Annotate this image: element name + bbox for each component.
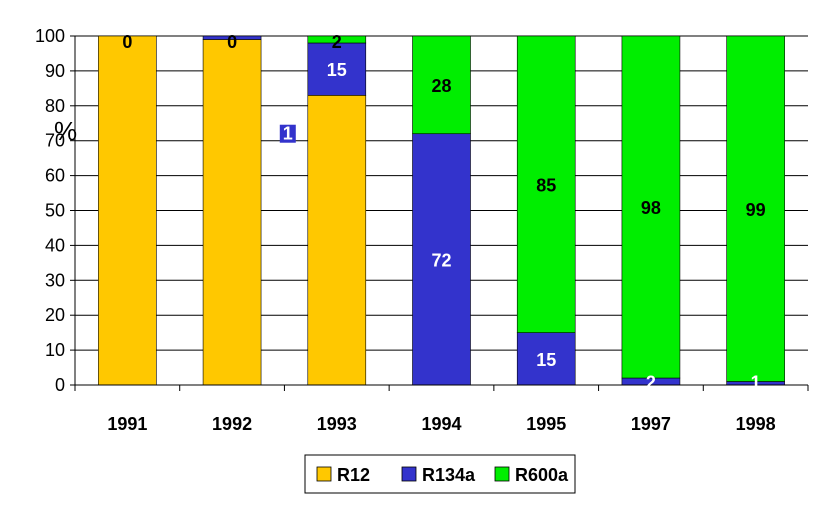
x-tick-label: 1993 [317,414,357,434]
x-tick-label: 1991 [107,414,147,434]
x-tick-label: 1992 [212,414,252,434]
bar-r12-1991 [98,35,157,386]
y-axis-label: % [54,116,77,146]
bar-r600a-1998 [726,35,785,382]
x-tick-label: 1994 [421,414,461,434]
y-tick-label: 40 [45,235,65,255]
data-label-r600a-1993: 2 [332,32,342,52]
bar-r134a-1995 [516,332,576,386]
x-tick-label: 1995 [526,414,566,434]
bars [98,35,785,386]
legend-box [304,454,576,494]
bar-r600a-1993 [307,35,367,44]
bar-r600a-1994 [412,35,471,135]
y-tick-label: 10 [45,340,65,360]
y-tick-label: 90 [45,61,65,81]
bar-r12-1992 [202,39,262,386]
annotation-box [279,124,296,143]
data-label-r600a-1995: 85 [536,175,556,195]
data-label-r600a-1997: 98 [641,198,661,218]
data-label-r600a-1994: 28 [431,76,451,96]
legend-swatch-r600a [494,466,510,482]
legend-label-r600a: R600a [515,465,569,485]
axes [70,35,809,391]
legend-swatch-r134a [401,466,417,482]
y-tick-label: 80 [45,96,65,116]
y-tick-label: 100 [35,26,65,46]
y-tick-label: 30 [45,270,65,290]
y-tick-labels: 0 10 20 30 40 50 60 70 80 90 100 [35,26,65,395]
y-tick-label: 70 [45,131,65,151]
x-tick-label: 1998 [736,414,776,434]
data-label-r600a-1998: 99 [746,200,766,220]
bar-r134a-1994 [412,133,471,386]
legend-swatch-r12 [316,466,332,482]
data-labels: 0 0 15 2 72 28 15 85 2 98 1 99 1 [122,32,765,392]
data-label-r134a-1995: 15 [536,350,556,370]
data-label-r134a-1998: 1 [751,373,761,393]
legend: R12 R134a R600a [304,454,576,494]
bar-r134a-1993 [307,42,367,96]
data-label-r134a-1994: 72 [431,250,451,270]
data-label-r134a-1992: 0 [227,32,237,52]
legend-label-r12: R12 [337,465,370,485]
legend-label-r134a: R134a [422,465,476,485]
data-label-r134a-1997: 2 [646,373,656,393]
bar-r600a-1997 [621,35,681,379]
data-label-r134a-1991: 0 [122,32,132,52]
y-tick-label: 60 [45,166,65,186]
bar-r12-1993 [307,95,367,386]
x-tick-labels: 1991 1992 1993 1994 1995 1997 1998 [107,414,775,434]
y-tick-label: 20 [45,305,65,325]
x-tick-label: 1997 [631,414,671,434]
annotation-label: 1 [283,124,293,144]
data-label-r134a-1993: 15 [327,60,347,80]
y-tick-label: 50 [45,201,65,221]
bar-r600a-1995 [516,35,576,333]
bar-r134a-1992 [202,35,262,40]
y-tick-label: 0 [55,375,65,395]
